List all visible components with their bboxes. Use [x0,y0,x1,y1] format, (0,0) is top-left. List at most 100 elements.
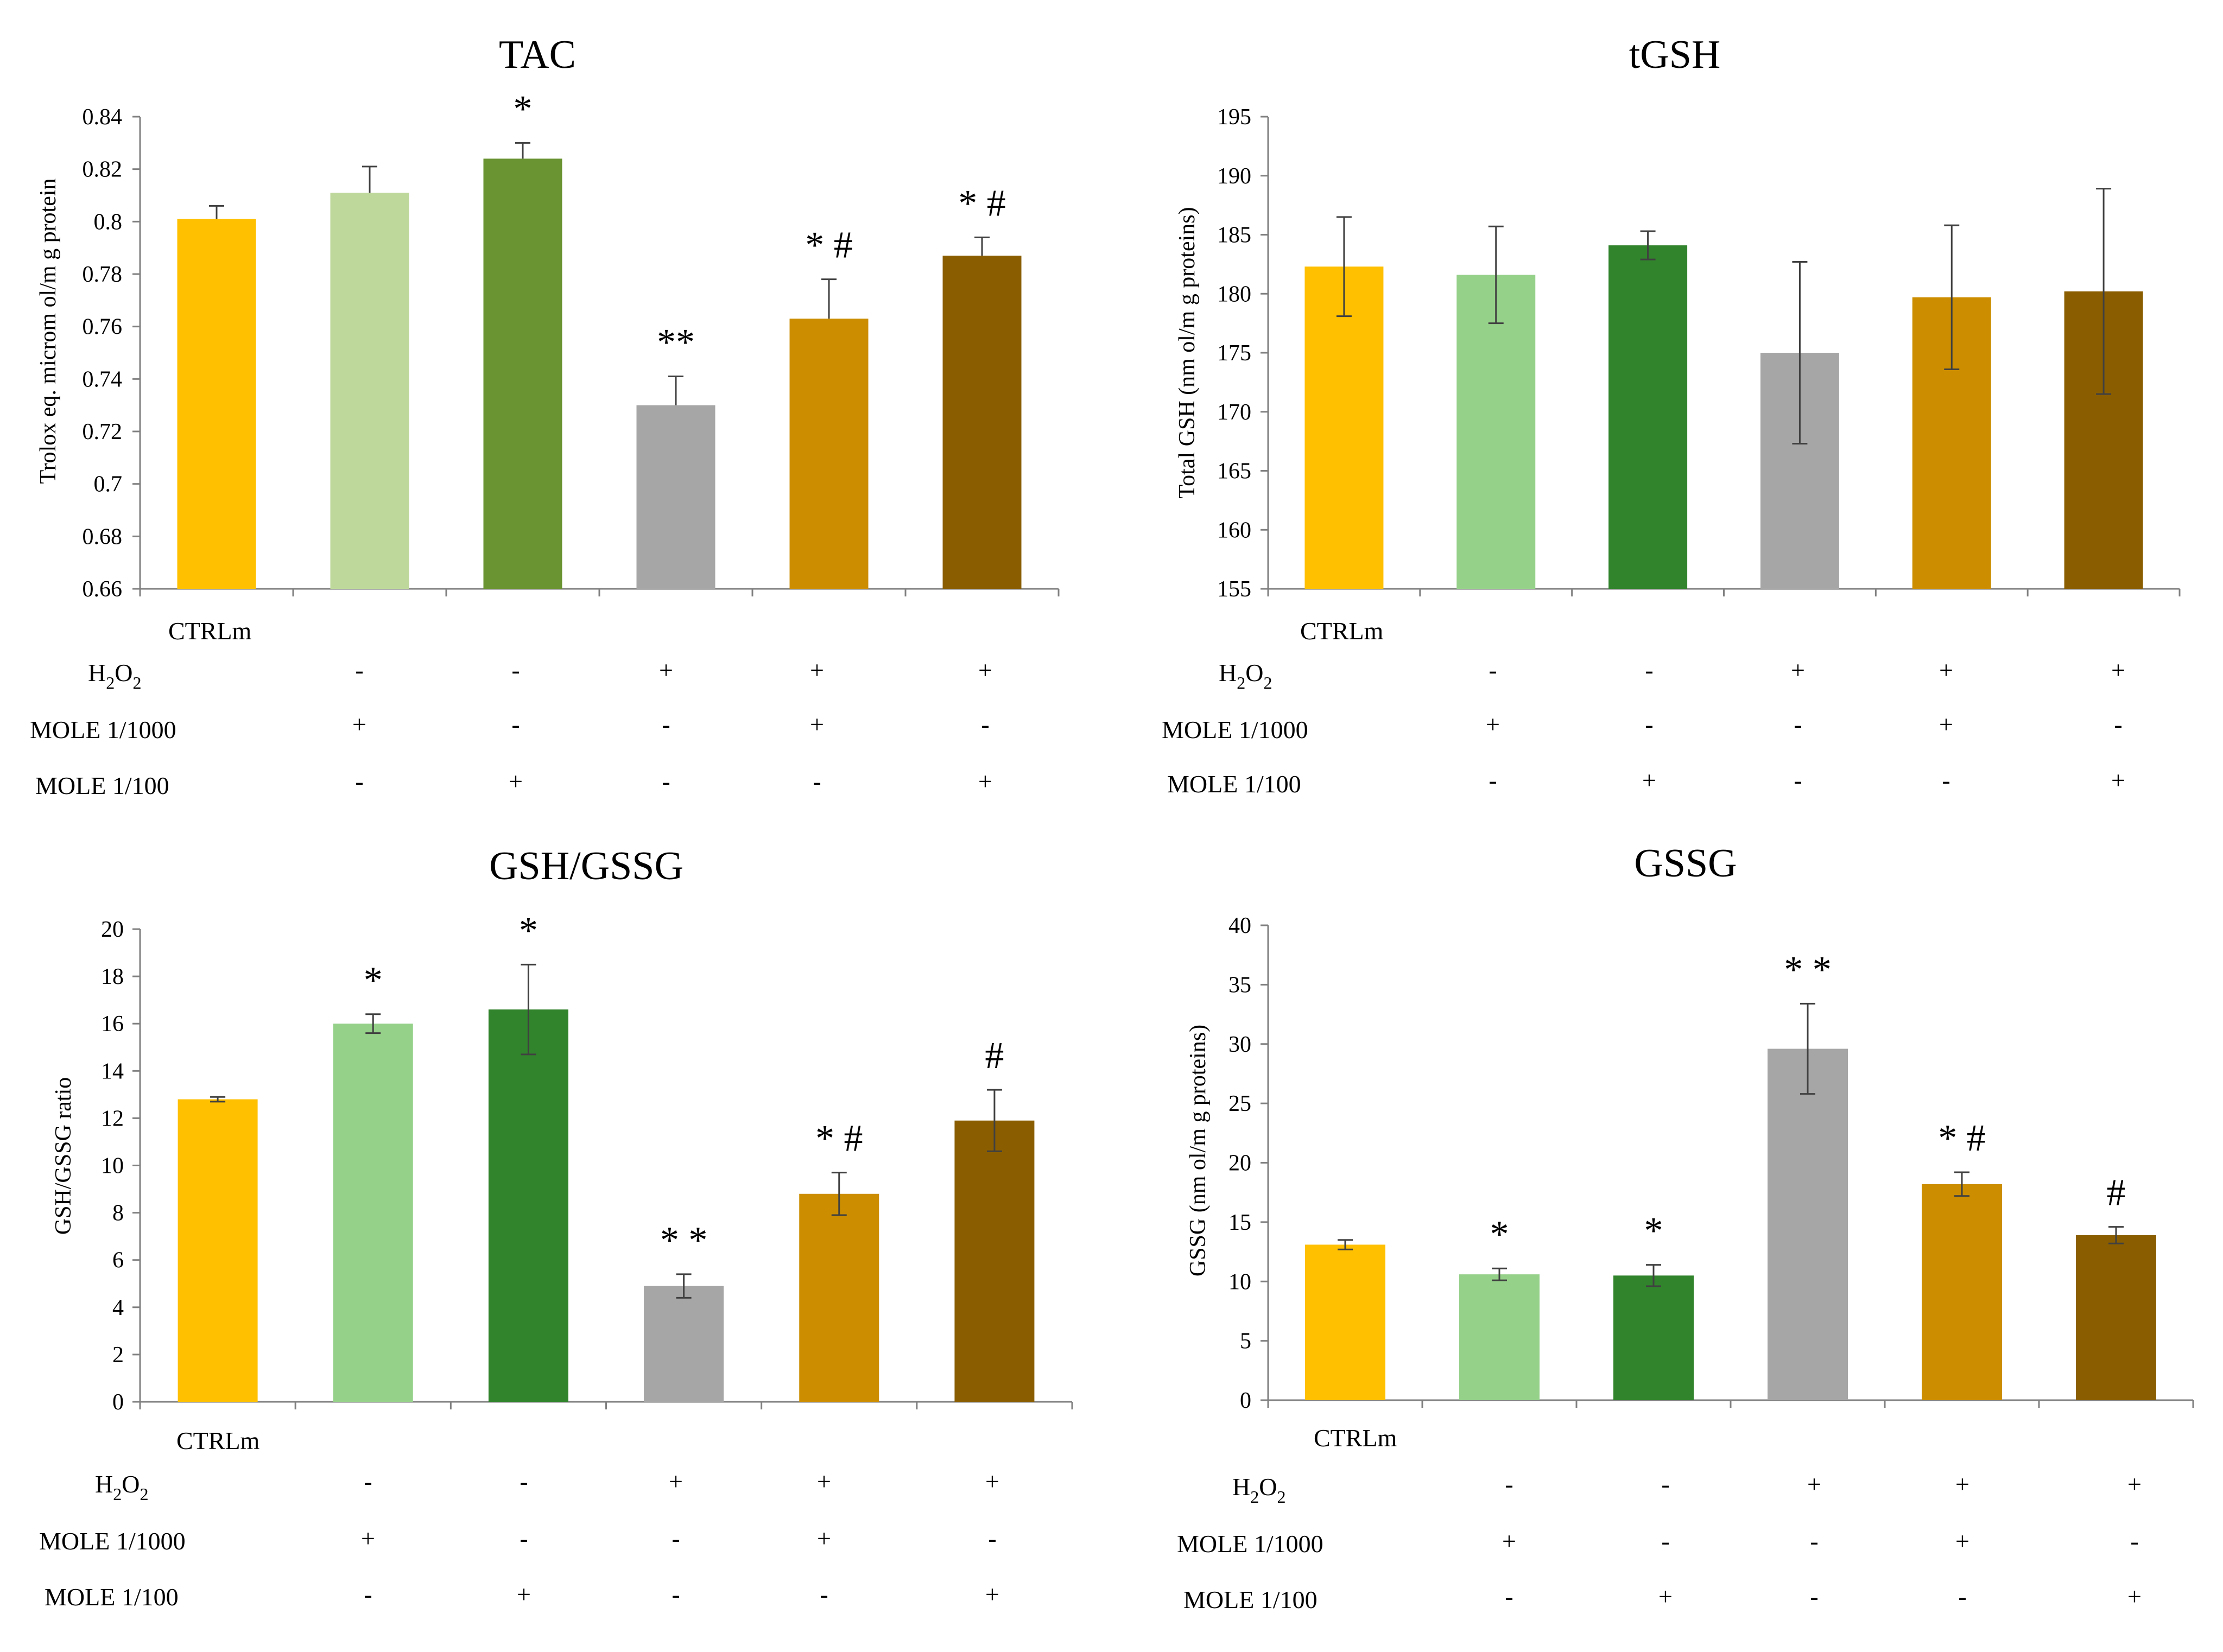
gsh-gssg-sign-mole100: - [364,1580,372,1608]
gsh-gssg-title: GSH/GSSG [489,844,683,888]
gssg-sign-mole100: - [1810,1583,1818,1610]
tac-h2o2-sub1: 2 [106,673,115,692]
tgsh-row-label-ctrl: CTRLm [1300,617,1384,645]
gssg-sign-h2o2: + [1807,1470,1821,1498]
gsh-gssg-ytick-label: 16 [101,1012,124,1037]
gssg-ytick-label: 25 [1228,1091,1251,1116]
gssg-sign-mole1000: + [1502,1527,1516,1555]
gsh-gssg-ytick-label: 6 [112,1248,124,1273]
tgsh-sign-h2o2: + [2111,656,2125,684]
gsh-gssg-ytick-label: 8 [112,1201,124,1226]
tac-row-label-mole100: MOLE 1/100 [35,772,169,799]
gssg-ytick-label: 30 [1228,1032,1251,1057]
gsh-gssg-h2o2-h: H [95,1470,113,1498]
gssg-significance-label: # [2107,1172,2126,1214]
gssg-ytick-label: 40 [1228,913,1251,938]
gsh-gssg-ytick-label: 12 [101,1106,124,1131]
gssg-sign-h2o2: - [1505,1470,1513,1498]
tgsh-sign-mole1000: - [1794,710,1802,738]
gssg-row-label-ctrl: CTRLm [1314,1424,1397,1452]
tgsh-row-label-h2o2: H2O2 [1219,659,1272,692]
tac-significance-label: * [514,88,533,130]
gsh-gssg-sign-mole100: - [672,1580,680,1608]
gsh-gssg-significance-label: * # [815,1118,863,1160]
tgsh-ytick-label: 155 [1217,577,1251,602]
gssg-plot: 0 5 10 15 20 25 30 35 40 * * * * * # # [1228,913,2194,1413]
gssg-sign-mole100: - [1958,1583,1966,1610]
gsh-gssg-plot: 0 2 4 6 8 10 12 14 16 18 20 * * * * * # # [101,910,1073,1415]
tac-sign-h2o2: - [355,656,363,684]
tac-ylabel: Trolox eq. microm ol/m g protein [36,178,61,484]
gsh-gssg-row-label-ctrl: CTRLm [176,1427,260,1454]
gssg-ytick-label: 15 [1228,1210,1251,1235]
gssg-title: GSSG [1634,841,1737,886]
tgsh-title: tGSH [1629,33,1721,77]
gsh-gssg-sign-h2o2: + [985,1467,999,1495]
gssg-sign-h2o2: + [1955,1470,1969,1498]
gsh-gssg-ytick-label: 18 [101,964,124,989]
tgsh-sign-h2o2: + [1939,656,1953,684]
tac-ytick-label: 0.7 [94,472,123,497]
gsh-gssg-h2o2-o: O [122,1470,140,1498]
tgsh-sign-h2o2: - [1645,656,1653,684]
tac-sign-h2o2: + [978,656,992,684]
gssg-significance-label: * # [1938,1117,1986,1159]
gssg-bar [1459,1274,1540,1400]
gsh-gssg-ytick-label: 14 [101,1059,124,1084]
gssg-sign-mole1000: + [1955,1527,1969,1555]
tgsh-ytick-label: 165 [1217,459,1251,484]
gsh-gssg-sign-mole100: - [820,1580,828,1608]
tgsh-ytick-label: 160 [1217,518,1251,543]
gsh-gssg-significance-label: * [364,960,383,1001]
tgsh-plot: 155 160 165 170 175 180 185 190 195 [1217,105,2181,602]
gssg-sign-mole100: + [2127,1583,2142,1610]
gsh-gssg-ytick-label: 0 [112,1390,124,1415]
tgsh-ytick-label: 195 [1217,105,1251,130]
tgsh-h2o2-sub2: 2 [1263,673,1272,692]
panel-gssg: GSSG GSSG (nm ol/m g proteins) 0 5 10 15 20 2… [1177,841,2194,1613]
tac-sign-mole100: + [978,767,992,795]
tac-bar [483,158,562,589]
tac-h2o2-o: O [115,659,132,687]
gssg-bar [1768,1049,1848,1400]
tgsh-sign-mole1000: + [1939,710,1953,738]
gsh-gssg-significance-label: * * [660,1219,708,1261]
gssg-h2o2-sub1: 2 [1250,1487,1259,1507]
tgsh-h2o2-h: H [1219,659,1237,687]
panel-tgsh: tGSH Total GSH (nm ol/m g proteins) 155 1… [1162,33,2181,798]
tgsh-row-label-mole100: MOLE 1/100 [1167,770,1301,798]
tac-plot: 0.660.680.70.720.740.760.780.80.820.84 **… [83,88,1060,602]
tac-sign-mole1000: - [981,710,989,738]
gsh-gssg-sign-mole100: + [985,1580,999,1608]
gssg-sign-mole1000: - [1661,1527,1669,1555]
tac-bar [636,405,715,589]
gssg-row-label-h2o2: H2O2 [1232,1473,1285,1507]
tac-h2o2-sub2: 2 [132,673,141,692]
gsh-gssg-signs: - - + + + + - - + - - + - - + [361,1467,999,1608]
tgsh-sign-mole100: - [1489,766,1497,794]
gssg-h2o2-h: H [1232,1473,1250,1501]
gsh-gssg-ytick-label: 20 [101,917,124,942]
gssg-sign-mole1000: - [2130,1527,2138,1555]
tac-significance-label: ** [657,322,695,364]
tgsh-sign-mole1000: + [1486,710,1500,738]
tgsh-ytick-label: 185 [1217,223,1251,248]
gssg-ytick-label: 10 [1228,1269,1251,1294]
tac-sign-mole100: + [509,767,523,795]
tgsh-h2o2-sub1: 2 [1237,673,1245,692]
tgsh-ylabel: Total GSH (nm ol/m g proteins) [1175,207,1200,498]
tac-signs: - - + + + + - - + - - + - - + [352,656,992,795]
gsh-gssg-significance-label: * [519,910,538,951]
gsh-gssg-sign-mole1000: - [988,1524,996,1552]
tac-sign-mole1000: - [511,710,520,738]
tac-row-label-mole1000: MOLE 1/1000 [30,716,176,744]
gssg-sign-h2o2: - [1661,1470,1669,1498]
tac-sign-mole1000: - [662,710,670,738]
tac-sign-h2o2: + [810,656,824,684]
gsh-gssg-sign-h2o2: - [364,1467,372,1495]
tac-ytick-label: 0.66 [83,577,123,602]
gsh-gssg-ylabel: GSH/GSSG ratio [51,1077,76,1235]
gsh-gssg-sign-h2o2: - [520,1467,528,1495]
gsh-gssg-bar [178,1099,258,1402]
gsh-gssg-sign-mole100: + [517,1580,531,1608]
